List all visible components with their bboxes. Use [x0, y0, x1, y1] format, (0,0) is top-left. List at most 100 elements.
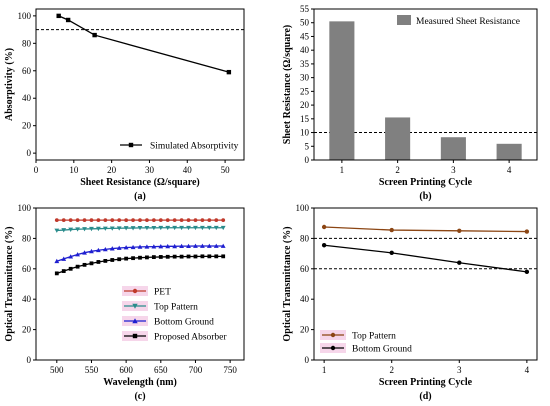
data-point — [145, 218, 149, 223]
data-point — [89, 226, 94, 232]
panel-label: (b) — [419, 191, 431, 202]
data-point — [96, 260, 101, 264]
data-point — [61, 256, 67, 261]
bar-3 — [440, 137, 466, 160]
data-point — [117, 218, 122, 223]
x-tick-label: 600 — [119, 365, 133, 375]
series-line-1 — [324, 244, 527, 273]
panel-b: 0 5 10 15 20 25 30 35 40 45 50 55 1 2 3 4 Screen Printin… — [282, 4, 538, 202]
data-point — [82, 250, 87, 255]
data-point — [75, 218, 80, 223]
legend-marker — [132, 318, 138, 324]
x-axis-label: Screen Printing Cycle — [379, 177, 473, 188]
x-tick-label: 2 — [395, 165, 400, 175]
data-point — [102, 226, 108, 231]
y-tick-label: 20 — [300, 325, 310, 335]
data-point — [138, 255, 142, 260]
data-point — [221, 254, 226, 259]
x-tick-label: 50 — [221, 165, 231, 175]
plot-frame — [313, 8, 538, 161]
y-tick-label: 80 — [22, 233, 32, 243]
data-point — [103, 218, 108, 223]
x-tick-label: 500 — [50, 365, 64, 375]
y-tick-label: 50 — [300, 18, 310, 28]
data-point — [165, 243, 171, 249]
data-point — [116, 245, 122, 250]
data-point — [89, 248, 94, 254]
panel-label: (a) — [134, 191, 146, 202]
data-point — [131, 256, 135, 261]
y-tick-label: 80 — [22, 38, 32, 48]
y-tick-label: 15 — [300, 114, 310, 124]
data-point — [151, 244, 157, 249]
x-tick-label: 3 — [451, 165, 456, 175]
data-point — [138, 218, 142, 223]
y-axis-label: Optical Transmittance (%) — [4, 226, 15, 341]
data-point — [75, 264, 80, 269]
y-tick-label: 80 — [300, 233, 310, 243]
data-point — [457, 260, 462, 265]
data-point — [102, 246, 108, 252]
data-point — [220, 225, 226, 231]
data-point — [213, 225, 219, 231]
data-point — [56, 13, 61, 19]
data-point — [68, 218, 73, 223]
data-point — [131, 218, 135, 223]
data-point — [89, 218, 94, 223]
data-point — [158, 218, 163, 223]
y-tick-label: 40 — [300, 294, 310, 304]
data-point — [103, 258, 108, 263]
data-point — [61, 228, 67, 233]
bar-2 — [385, 117, 411, 160]
y-tick-label: 10 — [300, 128, 310, 138]
data-point — [193, 225, 198, 231]
data-point — [54, 271, 59, 276]
data-point — [158, 255, 163, 259]
data-point — [82, 262, 87, 267]
x-tick-label: 2 — [389, 365, 394, 375]
data-point — [179, 243, 184, 249]
y-tick-label: 60 — [22, 66, 32, 76]
panel-a: 0 20 40 60 80 100 0 10 20 30 40 50 Sheet Resistance … — [4, 8, 245, 202]
data-point — [214, 218, 219, 223]
data-point — [221, 218, 226, 223]
y-tick-label: 40 — [300, 45, 310, 55]
data-point — [130, 244, 136, 250]
series-line-0 — [58, 15, 230, 73]
data-point — [82, 227, 87, 232]
data-point — [92, 32, 97, 38]
data-point — [96, 218, 101, 223]
data-point — [158, 244, 164, 249]
data-point — [200, 254, 205, 259]
y-tick-label: 20 — [22, 121, 32, 131]
data-point — [200, 243, 205, 248]
data-point — [109, 226, 115, 231]
legend-label: Measured Sheet Resistance — [416, 17, 520, 27]
data-point — [137, 244, 143, 249]
panel-c: 0 20 40 60 80 100 500 550 600 650 700 750 Wavelength… — [4, 203, 245, 402]
y-tick-label: 100 — [296, 203, 310, 213]
data-point — [172, 243, 178, 249]
data-point — [206, 225, 212, 231]
data-point — [124, 256, 129, 261]
y-tick-label: 60 — [22, 264, 32, 274]
data-point — [89, 261, 94, 266]
legend-marker — [132, 288, 138, 294]
data-point — [145, 255, 149, 260]
data-point — [179, 254, 184, 259]
panel-d: 0 20 40 60 80 100 1 2 3 4 Screen Printing Cycle Opt… — [282, 203, 538, 402]
y-tick-label: 25 — [300, 86, 310, 96]
y-tick-label: 45 — [300, 31, 310, 41]
data-point — [54, 218, 59, 223]
data-point — [68, 254, 74, 259]
legend-marker — [128, 142, 134, 148]
data-point — [207, 218, 212, 223]
data-point — [158, 225, 164, 231]
data-point — [165, 254, 170, 259]
legend-marker — [330, 345, 336, 351]
plot-frame — [35, 207, 245, 361]
data-point — [172, 254, 177, 259]
data-point — [213, 243, 219, 248]
plot-frame — [35, 8, 245, 161]
